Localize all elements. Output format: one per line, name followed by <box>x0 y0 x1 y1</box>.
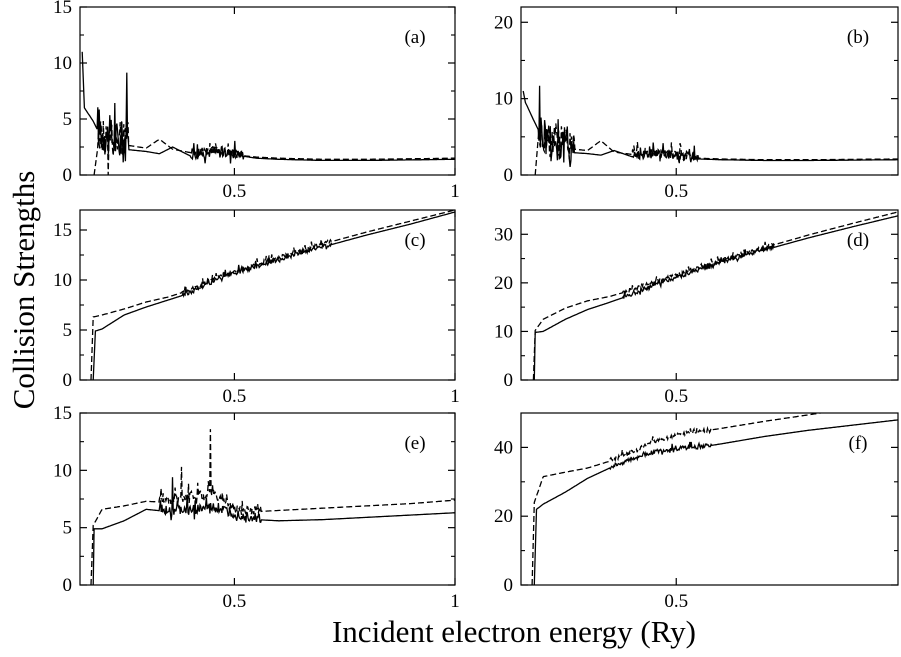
x-axis-title: Incident electron energy (Ry) <box>332 614 696 649</box>
y-axis-title: Collision Strengths <box>6 171 41 410</box>
series-solid-line <box>81 51 455 164</box>
x-tick-label: 0.5 <box>664 591 688 612</box>
y-tick-label: 20 <box>494 273 513 294</box>
x-tick-label: 0.5 <box>664 181 688 202</box>
series-solid-line <box>533 419 898 585</box>
series-solid-line <box>92 211 455 380</box>
panel-label: (a) <box>404 27 425 48</box>
series-solid-line <box>522 85 898 167</box>
panel-c: 0 5 10 15 0.5 1 (c) <box>53 209 460 407</box>
y-tick-label: 10 <box>53 53 72 74</box>
plot-area <box>531 413 898 585</box>
x-tick-label: 1 <box>450 386 460 407</box>
y-tick-label: 0 <box>63 575 73 596</box>
panel-b: 0 10 20 0.5 (b) <box>494 6 899 202</box>
series-dashed-line <box>531 413 825 585</box>
y-tick-label: 0 <box>504 370 514 391</box>
series-dashed-line <box>90 210 455 380</box>
x-tick-label: 1 <box>450 181 460 202</box>
y-tick-label: 10 <box>53 460 72 481</box>
y-tick-label: 5 <box>63 109 73 130</box>
plot-frame <box>520 412 899 586</box>
y-tick-label: 10 <box>494 321 513 342</box>
plot-area <box>522 85 898 175</box>
panel-label: (d) <box>847 230 869 251</box>
y-tick-label: 10 <box>494 89 513 110</box>
series-dashed-line <box>532 211 898 380</box>
panel-d: 0 10 20 30 0.5 (d) <box>494 209 899 407</box>
x-tick-label: 0.5 <box>223 591 247 612</box>
x-tick-label: 0.5 <box>223 386 247 407</box>
plot-frame <box>520 6 899 176</box>
plot-frame <box>79 209 456 381</box>
plot-frame <box>79 412 456 586</box>
y-tick-label: 15 <box>53 220 72 241</box>
series-dashed-line <box>534 123 898 175</box>
panel-f: 0 20 40 0.5 (f) <box>494 412 899 612</box>
y-tick-label: 20 <box>494 506 513 527</box>
y-tick-label: 5 <box>63 320 73 341</box>
y-tick-label: 0 <box>63 165 73 186</box>
y-tick-label: 15 <box>53 0 72 18</box>
plot-frame <box>520 209 899 381</box>
plot-area <box>90 210 455 380</box>
x-tick-label: 0.5 <box>664 386 688 407</box>
y-tick-label: 5 <box>63 518 73 539</box>
y-tick-label: 10 <box>53 270 72 291</box>
panel-e: 0 5 10 15 0.5 1 (e) <box>53 403 460 612</box>
y-tick-label: 40 <box>494 437 513 458</box>
y-tick-label: 0 <box>63 370 73 391</box>
series-dashed-line <box>93 120 455 175</box>
y-tick-label: 0 <box>504 575 514 596</box>
panel-label: (e) <box>404 433 425 454</box>
series-dashed-line <box>90 429 455 585</box>
y-tick-label: 20 <box>494 12 513 33</box>
y-tick-label: 0 <box>504 165 514 186</box>
y-tick-label: 30 <box>494 224 513 245</box>
x-tick-label: 1 <box>450 591 460 612</box>
y-tick-label: 15 <box>53 403 72 424</box>
panel-a: 0 5 10 15 0.5 1 (a) <box>53 0 460 202</box>
panel-label: (c) <box>404 230 425 251</box>
series-solid-line <box>92 477 455 585</box>
panel-label: (b) <box>847 27 869 48</box>
plot-area <box>90 429 455 585</box>
series-solid-line <box>533 215 898 380</box>
plot-area <box>81 51 455 175</box>
plot-area <box>532 211 898 380</box>
x-tick-label: 0.5 <box>223 181 247 202</box>
panel-label: (f) <box>849 433 868 454</box>
